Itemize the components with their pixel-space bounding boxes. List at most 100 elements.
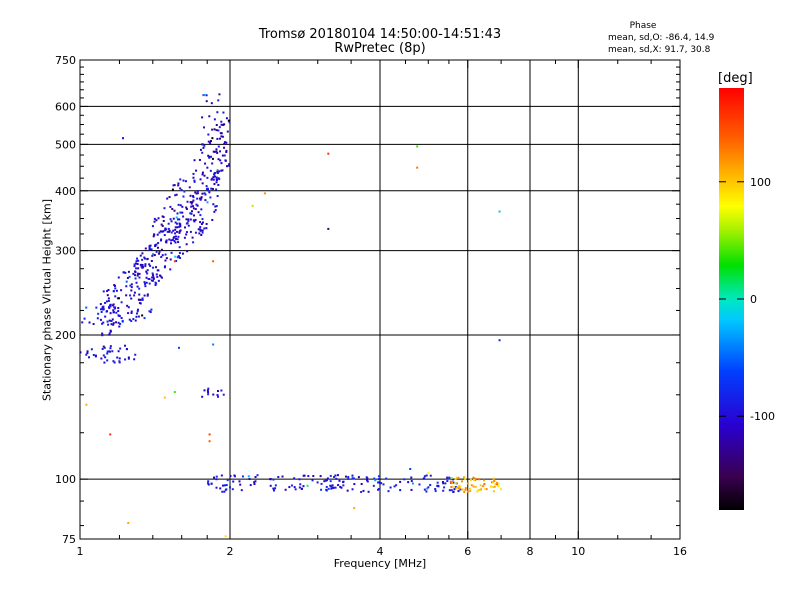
- data-point: [102, 290, 105, 293]
- data-point: [393, 485, 396, 488]
- data-point: [454, 482, 457, 485]
- data-point: [449, 480, 452, 483]
- data-point: [127, 357, 130, 360]
- data-point: [100, 357, 103, 360]
- data-point: [201, 143, 204, 146]
- data-point: [191, 236, 194, 239]
- data-point: [203, 227, 206, 230]
- data-point: [122, 271, 125, 274]
- data-point: [124, 344, 127, 347]
- data-point: [159, 239, 162, 242]
- data-point: [108, 304, 111, 307]
- data-point: [472, 485, 475, 488]
- data-point: [211, 218, 214, 221]
- data-point: [474, 478, 477, 481]
- data-point: [206, 389, 209, 392]
- data-point: [224, 535, 227, 538]
- data-point: [216, 152, 219, 155]
- data-point: [144, 265, 147, 268]
- data-point: [134, 319, 137, 322]
- data-point: [172, 229, 175, 232]
- data-point: [95, 306, 98, 309]
- data-point: [351, 474, 354, 477]
- data-point: [327, 152, 330, 155]
- data-point: [220, 162, 223, 165]
- data-point: [106, 359, 109, 362]
- data-point: [226, 165, 229, 168]
- data-point: [167, 227, 170, 230]
- data-point: [133, 263, 136, 266]
- data-point: [344, 475, 347, 478]
- data-point: [462, 476, 465, 479]
- data-point: [208, 155, 211, 158]
- data-point: [298, 478, 301, 481]
- data-point: [192, 219, 195, 222]
- data-point: [159, 230, 162, 233]
- data-point: [162, 219, 165, 222]
- data-point: [118, 360, 121, 363]
- data-point: [437, 484, 440, 487]
- data-point: [329, 484, 332, 487]
- data-point: [99, 303, 102, 306]
- data-point: [337, 484, 340, 487]
- data-point: [174, 241, 177, 244]
- data-point: [223, 123, 226, 126]
- data-point: [195, 169, 198, 172]
- data-point: [422, 477, 425, 480]
- data-point: [167, 222, 170, 225]
- data-point: [103, 361, 106, 364]
- data-point: [284, 488, 287, 491]
- data-point: [210, 102, 213, 105]
- data-point: [204, 193, 207, 196]
- data-point: [107, 323, 110, 326]
- data-point: [190, 205, 193, 208]
- data-point: [179, 225, 182, 228]
- data-point: [319, 475, 322, 478]
- data-point: [120, 317, 123, 320]
- data-point: [152, 277, 155, 280]
- data-point: [154, 281, 157, 284]
- data-point: [165, 257, 168, 260]
- data-point: [493, 478, 496, 481]
- data-point: [491, 481, 494, 484]
- data-point: [212, 343, 215, 346]
- colorbar-tick-label: -100: [750, 410, 775, 423]
- data-point: [311, 479, 314, 482]
- data-point: [411, 482, 414, 485]
- data-point: [148, 282, 151, 285]
- data-point: [112, 360, 115, 363]
- data-point: [130, 320, 133, 323]
- data-point: [224, 484, 227, 487]
- data-point: [410, 476, 413, 479]
- data-point: [111, 304, 114, 307]
- data-point: [178, 231, 181, 234]
- y-tick-label: 200: [55, 329, 76, 342]
- data-point: [478, 488, 481, 491]
- data-point: [181, 252, 184, 255]
- data-point: [210, 155, 213, 158]
- data-point: [99, 308, 102, 311]
- chart-title: Tromsø 20180104 14:50:00-14:51:43: [258, 27, 502, 42]
- colorbar-tick-label: 100: [750, 176, 771, 189]
- data-point: [165, 239, 168, 242]
- data-point: [494, 483, 497, 486]
- data-point: [187, 218, 190, 221]
- data-point: [212, 260, 215, 263]
- data-point: [81, 321, 84, 324]
- data-point: [169, 218, 172, 221]
- data-point: [148, 310, 151, 313]
- data-point: [461, 488, 464, 491]
- data-point: [327, 227, 330, 230]
- data-point: [191, 201, 194, 204]
- data-point: [185, 207, 188, 210]
- data-point: [448, 477, 451, 480]
- data-point: [325, 489, 328, 492]
- data-point: [136, 262, 139, 265]
- data-point: [85, 306, 88, 309]
- data-point: [138, 272, 141, 275]
- data-point: [450, 489, 453, 492]
- data-point: [137, 259, 140, 262]
- data-point: [293, 486, 296, 489]
- data-point: [171, 188, 174, 191]
- data-point: [168, 238, 171, 241]
